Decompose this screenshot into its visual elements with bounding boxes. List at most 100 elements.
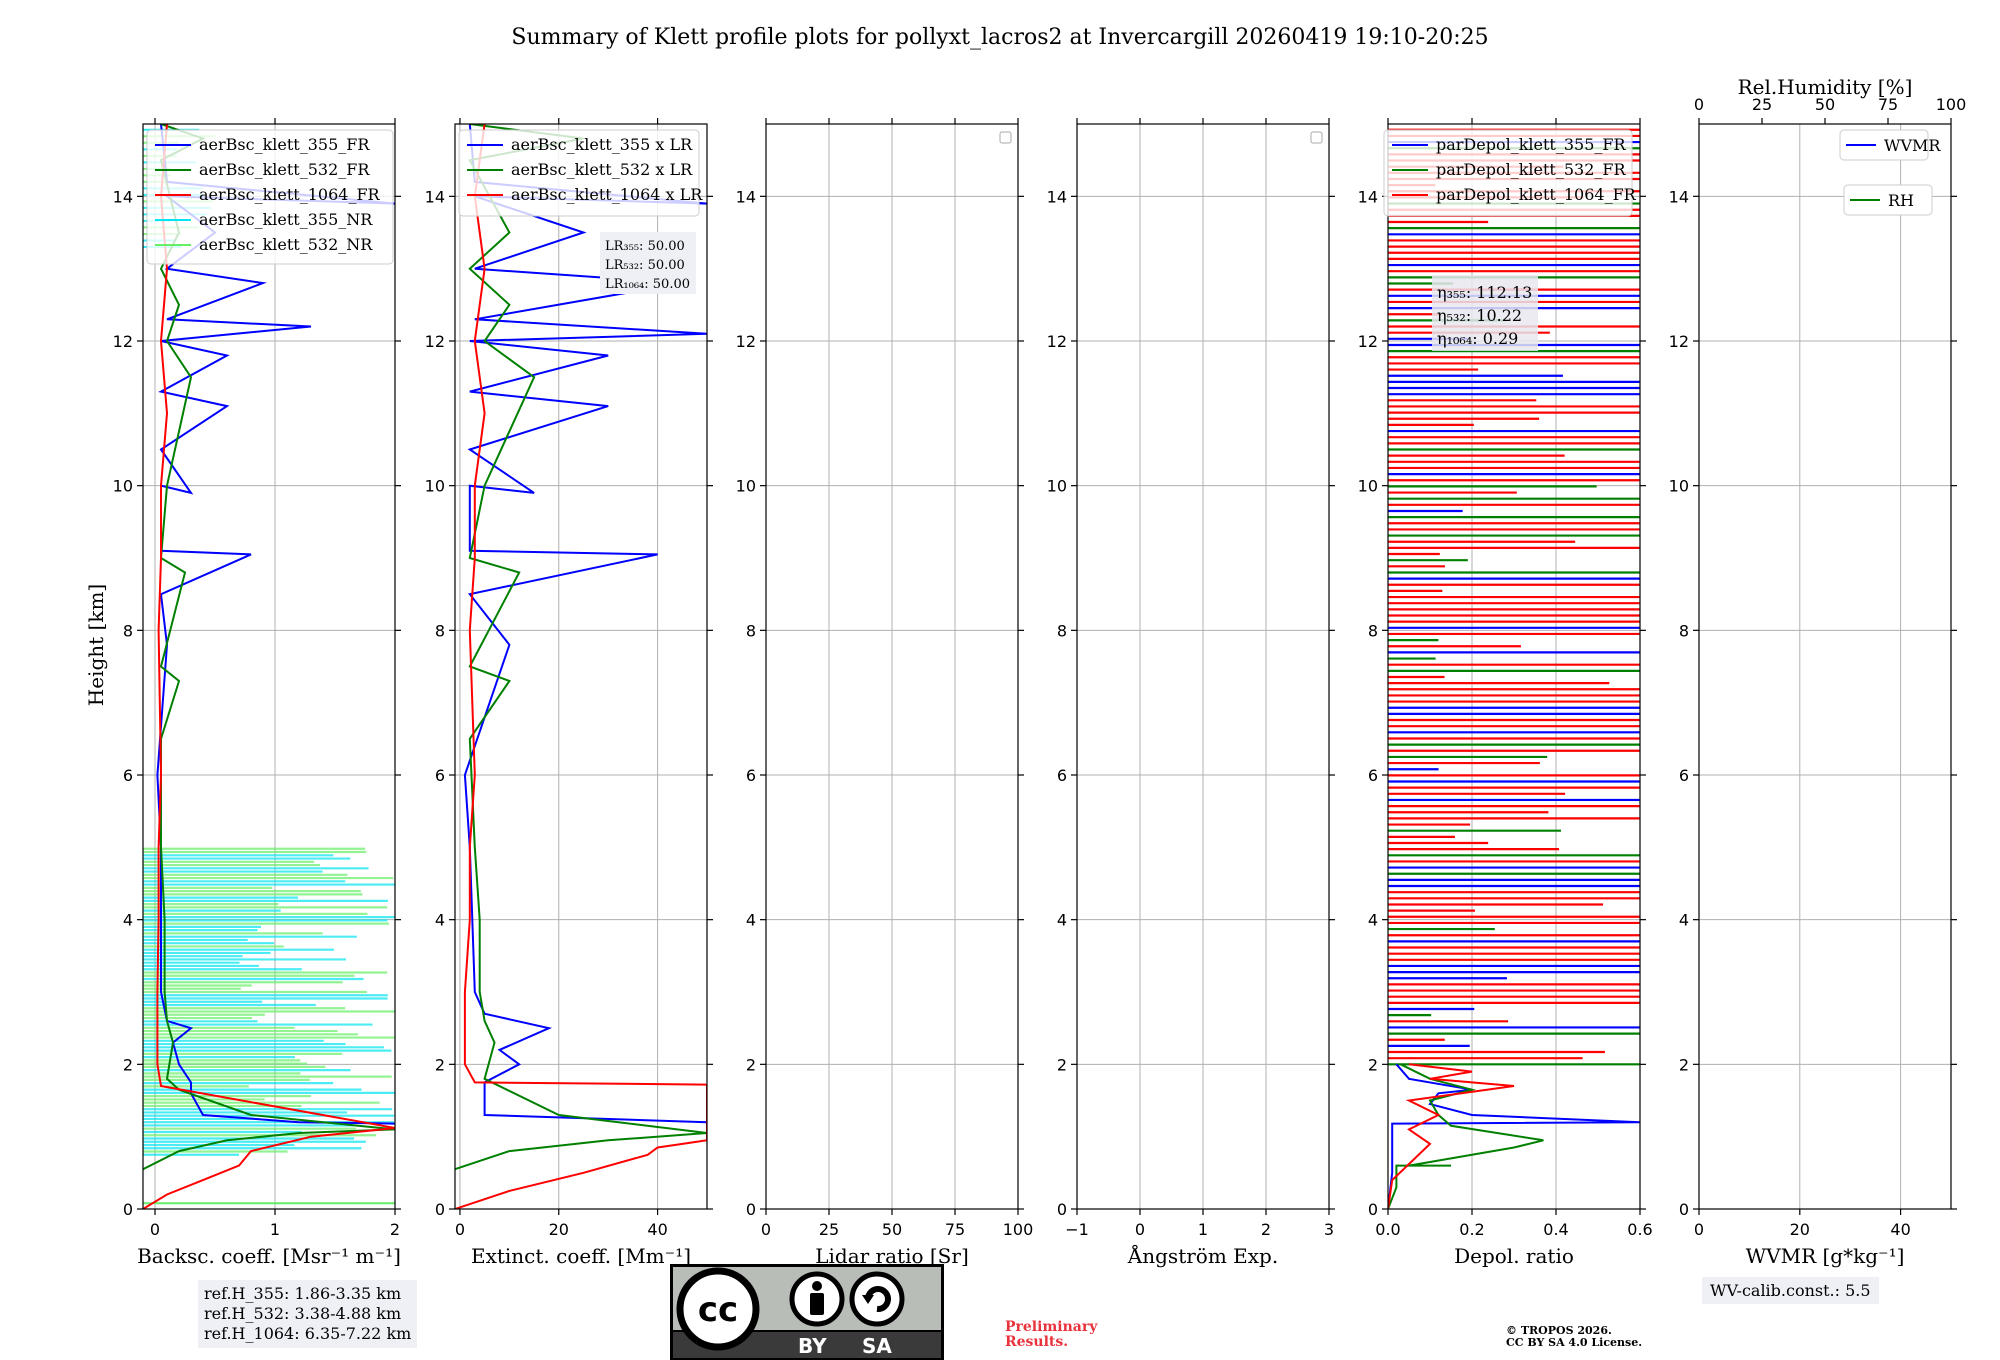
- y-tick-label: 2: [123, 1055, 133, 1074]
- empty-legend: [1310, 131, 1323, 144]
- preliminary-note: Preliminary Results.: [1005, 1320, 1097, 1350]
- y-tick-label: 10: [736, 477, 756, 496]
- y-tick-label: 2: [746, 1055, 756, 1074]
- series-line-parDepol_klett_1064_FR: [1388, 1063, 1515, 1209]
- y-tick-label: 6: [1679, 766, 1689, 785]
- top-x-tick-label: 50: [1815, 95, 1835, 114]
- ref-height-1064: ref.H_1064: 6.35-7.22 km: [204, 1324, 412, 1343]
- y-tick-label: 6: [435, 766, 445, 785]
- legend-entry: aerBsc_klett_355 x LR: [511, 135, 693, 154]
- x-tick-label: 0: [1694, 1220, 1704, 1239]
- y-tick-label: 14: [425, 187, 445, 206]
- y-tick-label: 2: [1679, 1055, 1689, 1074]
- y-tick-label: 10: [1358, 477, 1378, 496]
- x-axis-label: WVMR [g*kg⁻¹]: [1746, 1244, 1905, 1268]
- legend-entry: parDepol_klett_1064_FR: [1436, 185, 1637, 204]
- eta-label: η₅₃₂: 10.22: [1437, 306, 1522, 325]
- y-tick-label: 14: [736, 187, 756, 206]
- lr-label: LR₃₅₅: 50.00: [605, 239, 685, 254]
- series-line-aerBsc_klett_1064_FR: [143, 124, 395, 1209]
- lr-label: LR₅₃₂: 50.00: [605, 258, 685, 273]
- x-axis-label: Depol. ratio: [1454, 1244, 1574, 1268]
- x-tick-label: 50: [882, 1220, 902, 1239]
- panel-wvmr: 0 2 4 6 8 10 12 14 0 20 40 WVMR [g*kg⁻¹] 0 25 50 75 100 R…: [1669, 75, 1967, 1268]
- lr-label: LR₁₀₆₄: 50.00: [605, 277, 690, 292]
- y-tick-label: 14: [1669, 187, 1689, 206]
- y-tick-label: 0: [746, 1200, 756, 1219]
- y-tick-label: 8: [746, 621, 756, 640]
- y-tick-label: 4: [1368, 911, 1378, 930]
- y-tick-label: 10: [425, 477, 445, 496]
- legend-entry: aerBsc_klett_355_FR: [199, 135, 370, 154]
- x-tick-label: 40: [647, 1220, 667, 1239]
- x-tick-label: 0: [1135, 1220, 1145, 1239]
- legend-box: [1839, 129, 1929, 161]
- x-tick-label: 0: [761, 1220, 771, 1239]
- top-x-tick-label: 75: [1878, 95, 1898, 114]
- y-tick-label: 4: [746, 911, 756, 930]
- x-tick-label: 40: [1890, 1220, 1910, 1239]
- y-tick-label: 8: [435, 621, 445, 640]
- series-line-aerBsc_klett_355 x LR: [463, 124, 707, 1124]
- y-tick-label: 10: [113, 477, 133, 496]
- y-tick-label: 6: [746, 766, 756, 785]
- plot-area: [1077, 124, 1329, 1209]
- y-tick-label: 8: [1057, 621, 1067, 640]
- x-tick-label: 0.0: [1375, 1220, 1400, 1239]
- y-tick-label: 2: [1368, 1055, 1378, 1074]
- y-tick-label: 8: [123, 621, 133, 640]
- copyright-line-1: © TROPOS 2026.: [1506, 1324, 1612, 1337]
- panel-depol: 0 2 4 6 8 10 12 14 0.0 0.2 0.4 0.6 Depol. ratio parDe…: [1358, 118, 1653, 1268]
- cc-logo-icon: [676, 1267, 760, 1351]
- eta-box: [1432, 275, 1538, 351]
- eta-label: η₃₅₅: 112.13: [1437, 283, 1532, 302]
- y-tick-label: 12: [425, 332, 445, 351]
- y-tick-label: 14: [1358, 187, 1378, 206]
- x-tick-label: 3: [1324, 1220, 1334, 1239]
- x-tick-label: 0.2: [1459, 1220, 1484, 1239]
- plot-area: [455, 124, 707, 1209]
- y-tick-label: 4: [1679, 911, 1689, 930]
- copyright-line-2: CC BY SA 4.0 License.: [1506, 1336, 1643, 1349]
- top-x-tick-label: 0: [1694, 95, 1704, 114]
- x-axis-label: Ångström Exp.: [1127, 1243, 1278, 1268]
- legend-entry: RH: [1888, 191, 1914, 210]
- sa-label: SA: [862, 1334, 892, 1358]
- legend-entry: parDepol_klett_355_FR: [1436, 135, 1627, 154]
- x-tick-label: 20: [549, 1220, 569, 1239]
- panel-extinction: 0 2 4 6 8 10 12 14 0 20 40 Extinct. coeff. [Mm⁻¹] ae…: [425, 118, 713, 1268]
- y-tick-label: 2: [435, 1055, 445, 1074]
- y-tick-label: 6: [1368, 766, 1378, 785]
- y-tick-label: 12: [1358, 332, 1378, 351]
- y-tick-label: 6: [1057, 766, 1067, 785]
- y-tick-label: 12: [1047, 332, 1067, 351]
- ref-height-532: ref.H_532: 3.38-4.88 km: [204, 1304, 402, 1323]
- x-tick-label: 1: [270, 1220, 280, 1239]
- plot-area: [1699, 124, 1951, 1209]
- y-tick-label: 14: [113, 187, 133, 206]
- empty-legend: [999, 131, 1012, 144]
- x-tick-label: 2: [1261, 1220, 1271, 1239]
- legend-box: [1843, 184, 1933, 216]
- figure-title: Summary of Klett profile plots for polly…: [511, 25, 1488, 50]
- y-tick-label: 12: [1669, 332, 1689, 351]
- cc-logo-text: cc: [698, 1290, 738, 1330]
- x-tick-label: 0: [455, 1220, 465, 1239]
- y-tick-label: 0: [1679, 1200, 1689, 1219]
- series-line-parDepol_klett_355_FR: [1388, 1063, 1640, 1209]
- preliminary-line-1: Preliminary: [1005, 1319, 1098, 1335]
- cc-license-badge: cc BY SA: [670, 1264, 944, 1360]
- ref-heights-box: ref.H_355: 1.86-3.35 km ref.H_532: 3.38-…: [198, 1280, 418, 1348]
- legend-entry: aerBsc_klett_532_FR: [199, 160, 370, 179]
- legend-entry: aerBsc_klett_532_NR: [199, 235, 373, 254]
- x-tick-label: 0.4: [1543, 1220, 1568, 1239]
- y-tick-label: 10: [1669, 477, 1689, 496]
- y-tick-label: 12: [736, 332, 756, 351]
- y-tick-label: 14: [1047, 187, 1067, 206]
- legend-entry: aerBsc_klett_1064 x LR: [511, 185, 703, 204]
- series-line-aerBsc_klett_355_FR: [156, 124, 395, 1125]
- x-axis-label: Backsc. coeff. [Msr⁻¹ m⁻¹]: [137, 1244, 401, 1268]
